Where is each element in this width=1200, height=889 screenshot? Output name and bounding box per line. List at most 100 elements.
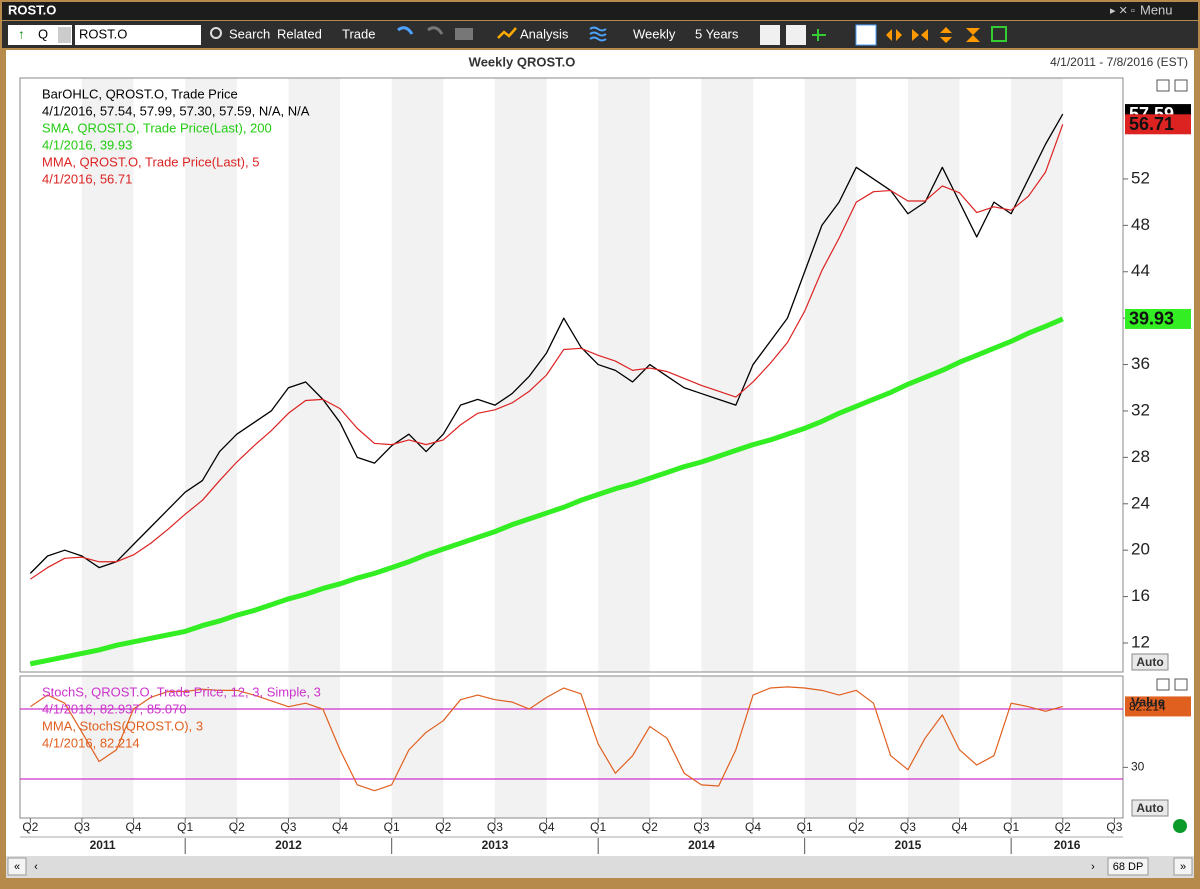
plot-border [19, 675, 1124, 819]
legend-text: MMA, StochS(QROST.O), 3 [42, 718, 203, 733]
series-line [29, 124, 1064, 580]
x-tick-label: Q3 [487, 820, 503, 834]
scroll-icon[interactable] [886, 29, 902, 41]
last-value-tag [1125, 114, 1191, 135]
y-tick-label: 30 [1131, 760, 1145, 774]
last-value-label: 39.93 [1129, 309, 1174, 329]
search-icon [210, 27, 222, 39]
last-value-tag [1125, 696, 1191, 717]
symbol-prefix: Q [38, 26, 48, 41]
series-line [29, 316, 1064, 667]
scroll-last-icon: » [1180, 861, 1186, 873]
select-icon[interactable] [991, 26, 1007, 42]
x-tick-label: Q3 [74, 820, 90, 834]
quarter-band [804, 676, 857, 818]
legend-text: MMA, QROST.O, Trade Price(Last), 5 [42, 154, 259, 169]
symbol-text: ROST.O [79, 26, 127, 41]
hourglass-icon[interactable] [966, 28, 980, 42]
legend-text: 4/1/2016, 82.937, 85.070 [42, 701, 187, 716]
x-tick-label: Q2 [1055, 820, 1071, 834]
x-tick-label: Q4 [952, 820, 968, 834]
date-range: 4/1/2011 - 7/8/2016 (EST) [1050, 55, 1188, 69]
x-tick-label: Q4 [332, 820, 348, 834]
dropdown-button[interactable] [58, 27, 71, 43]
title-bar [2, 2, 1198, 20]
panel-restore-icon[interactable] [1156, 79, 1170, 92]
y-tick-label: 16 [1131, 586, 1150, 605]
vertical-icon[interactable] [940, 27, 952, 43]
y-tick-label: 48 [1131, 215, 1150, 234]
x-tick-label: Q3 [900, 820, 916, 834]
panel-close-icon[interactable] [1174, 79, 1188, 92]
y-tick-label: 36 [1131, 354, 1150, 373]
x-tick-label: Q1 [797, 820, 813, 834]
redo-icon[interactable] [427, 26, 444, 35]
studies-icon[interactable] [589, 26, 607, 42]
crosshair-icon[interactable] [812, 29, 826, 41]
quarter-band [907, 676, 960, 818]
quarter-band [1011, 78, 1063, 672]
legend-text: BarOHLC, QROST.O, Trade Price [42, 86, 238, 101]
scroll-first-icon: « [14, 861, 20, 873]
line-chart-button[interactable] [760, 25, 780, 45]
legend-text: SMA, QROST.O, Trade Price(Last), 200 [42, 120, 272, 135]
chart-title: Weekly QROST.O [469, 54, 576, 69]
quarter-band [185, 676, 237, 818]
analysis-icon [497, 27, 517, 39]
scroll-left-icon[interactable]: ‹ [34, 861, 38, 873]
scroll-last[interactable] [1173, 857, 1193, 876]
panel-close-icon[interactable] [1174, 678, 1188, 691]
zoom-label: 68 DP [1113, 861, 1144, 873]
auto-scale-label[interactable]: Auto [1136, 801, 1163, 815]
zoom-button[interactable] [855, 24, 877, 46]
year-label: 2012 [275, 838, 302, 852]
toolbar-item[interactable]: Weekly [633, 26, 676, 41]
window-controls[interactable]: ▸ ✕ ▫ [1110, 5, 1135, 17]
quarter-band [494, 78, 547, 672]
scroll-bar [6, 856, 1194, 878]
y-tick-label: 32 [1131, 400, 1150, 419]
toolbar-item[interactable]: Related [277, 26, 322, 41]
status-indicator [1173, 819, 1187, 833]
scroll-first[interactable] [7, 857, 27, 876]
panel-restore-icon[interactable] [1156, 678, 1170, 691]
legend-text: 4/1/2016, 56.71 [42, 171, 132, 186]
x-tick-label: Q1 [1003, 820, 1019, 834]
menu-button[interactable]: Menu [1140, 2, 1173, 17]
toolbar-item[interactable]: Trade [342, 26, 375, 41]
year-label: 2016 [1054, 838, 1081, 852]
x-tick-label: Q3 [1106, 820, 1122, 834]
last-value-label: 82.214 [1129, 700, 1166, 714]
quarter-band [288, 676, 341, 818]
quarter-band [804, 78, 857, 672]
scroll-right-icon[interactable]: › [1091, 861, 1095, 873]
quarter-band [598, 78, 650, 672]
quarter-band [701, 78, 754, 672]
chart-panels: 121620242832364044485257.5939.9356.71Bar… [19, 77, 1191, 854]
x-tick-label: Q2 [229, 820, 245, 834]
up-arrow: ↑ [18, 26, 25, 41]
y-tick-label: 52 [1131, 168, 1150, 187]
toolbar-item[interactable]: Search [229, 26, 270, 41]
symbol-input[interactable] [75, 25, 201, 45]
quarter-band [185, 78, 237, 672]
toolbar-item[interactable]: Analysis [520, 26, 569, 41]
x-tick-label: Q2 [642, 820, 658, 834]
zoom-box[interactable] [1107, 857, 1149, 876]
quarter-band [288, 78, 341, 672]
legend-text: 4/1/2016, 39.93 [42, 137, 132, 152]
x-tick-label: Q4 [745, 820, 761, 834]
undo-icon[interactable] [397, 26, 414, 35]
chart-style-button[interactable] [786, 25, 806, 45]
quarter-band [598, 676, 650, 818]
toolbar-item[interactable]: 5 Years [695, 26, 739, 41]
folder-icon[interactable] [455, 28, 473, 40]
x-tick-label: Q2 [435, 820, 451, 834]
quarter-band [81, 78, 134, 672]
plot-border [19, 77, 1124, 673]
compress-icon[interactable] [912, 29, 928, 41]
auto-scale-label[interactable]: Auto [1136, 655, 1163, 669]
symbol-prefix-box[interactable] [8, 25, 72, 45]
